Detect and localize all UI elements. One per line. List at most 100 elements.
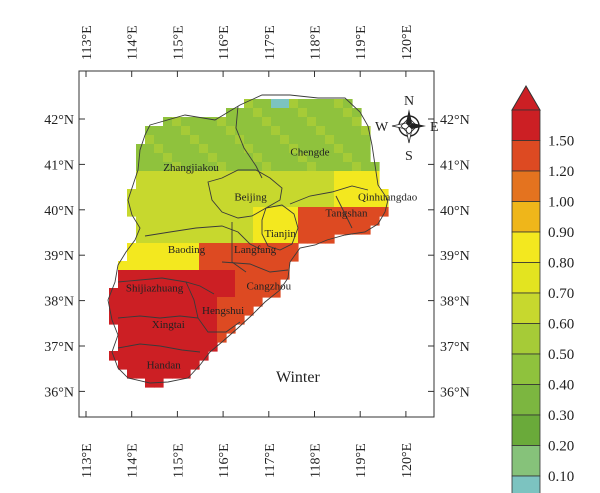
grid-cell (316, 180, 326, 190)
grid-cell (199, 261, 209, 271)
grid-cell (136, 324, 146, 334)
grid-cell (145, 342, 155, 352)
grid-cell (262, 153, 272, 163)
grid-cell (244, 243, 254, 253)
grid-cell (172, 216, 182, 226)
grid-cell (154, 225, 164, 235)
compass-north-label: N (404, 94, 414, 109)
grid-cell (109, 315, 119, 325)
legend-overflow-arrow-icon (511, 85, 541, 111)
grid-cell (145, 324, 155, 334)
grid-cell (244, 144, 254, 154)
grid-cell (280, 198, 290, 208)
grid-cell (235, 126, 245, 136)
grid-cell (262, 243, 272, 253)
grid-cell (352, 162, 362, 172)
grid-cell (172, 342, 182, 352)
grid-cell (109, 297, 119, 307)
grid-cell (136, 243, 146, 253)
grid-cell (271, 189, 281, 199)
grid-cell (154, 369, 164, 379)
legend-label: 1.20 (548, 164, 574, 180)
grid-cell (217, 180, 227, 190)
grid-cell (262, 189, 272, 199)
grid-cell (145, 153, 155, 163)
grid-cell (199, 135, 209, 145)
grid-cell (262, 198, 272, 208)
grid-cell (199, 180, 209, 190)
grid-cell (127, 369, 137, 379)
grid-cell (208, 153, 218, 163)
grid-cell (163, 180, 173, 190)
grid-cell (334, 216, 344, 226)
zhangjiakou-chengde-border (235, 105, 263, 179)
grid-cell (280, 171, 290, 181)
grid-cell (280, 270, 290, 280)
grid-cell (208, 315, 218, 325)
grid-cell (334, 126, 344, 136)
grid-cell (343, 198, 353, 208)
grid-cell (280, 234, 290, 244)
grid-cell (226, 198, 236, 208)
grid-cell (199, 324, 209, 334)
grid-cell (334, 207, 344, 217)
compass-rose: N S E W (375, 94, 439, 164)
grid-cell (235, 171, 245, 181)
grid-cell (370, 189, 380, 199)
grid-cell (172, 333, 182, 343)
grid-cell (136, 297, 146, 307)
grid-cell (163, 243, 173, 253)
grid-cell (127, 342, 137, 352)
grid-cell (244, 216, 254, 226)
grid-cell (217, 189, 227, 199)
grid-cell (217, 153, 227, 163)
grid-cell (217, 117, 227, 127)
grid-cell (172, 126, 182, 136)
grid-cell (181, 306, 191, 316)
grid-cell (298, 135, 308, 145)
grid-cell (199, 153, 209, 163)
grid-cell (352, 135, 362, 145)
hengshui-border (185, 281, 241, 333)
grid-cell (217, 306, 227, 316)
grid-cell (352, 216, 362, 226)
grid-cell (253, 207, 263, 217)
grid-cell (145, 369, 155, 379)
grid-cell (127, 333, 137, 343)
legend-label: 0.70 (548, 286, 574, 302)
grid-cell (217, 261, 227, 271)
lon-label-bottom: 113°E (80, 443, 95, 478)
grid-cell (226, 207, 236, 217)
grid-cell (379, 207, 389, 217)
grid-cell (262, 144, 272, 154)
city-label: Qinhuangdao (358, 192, 418, 204)
grid-cell (199, 162, 209, 172)
grid-cell (298, 198, 308, 208)
grid-cell (136, 171, 146, 181)
grid-cell (334, 198, 344, 208)
grid-cell (127, 315, 137, 325)
grid-cell (361, 135, 371, 145)
grid-cell (190, 153, 200, 163)
grid-cell (154, 261, 164, 271)
grid-cell (361, 162, 371, 172)
grid-cell (163, 324, 173, 334)
grid-cell (361, 207, 371, 217)
lon-label-top: 114°E (126, 25, 141, 60)
grid-cell (244, 198, 254, 208)
grid-cell (226, 135, 236, 145)
compass-diamond-icon (400, 117, 418, 135)
grid-cell (316, 117, 326, 127)
grid-cell (145, 306, 155, 316)
grid-cell (262, 117, 272, 127)
grid-cell (235, 225, 245, 235)
grid-cell (154, 162, 164, 172)
grid-cell (307, 144, 317, 154)
grid-cell (307, 135, 317, 145)
grid-cell (136, 216, 146, 226)
grid-cell (118, 270, 128, 280)
grid-cell (271, 126, 281, 136)
grid-cell (145, 234, 155, 244)
grid-cell (145, 189, 155, 199)
grid-cell (136, 189, 146, 199)
